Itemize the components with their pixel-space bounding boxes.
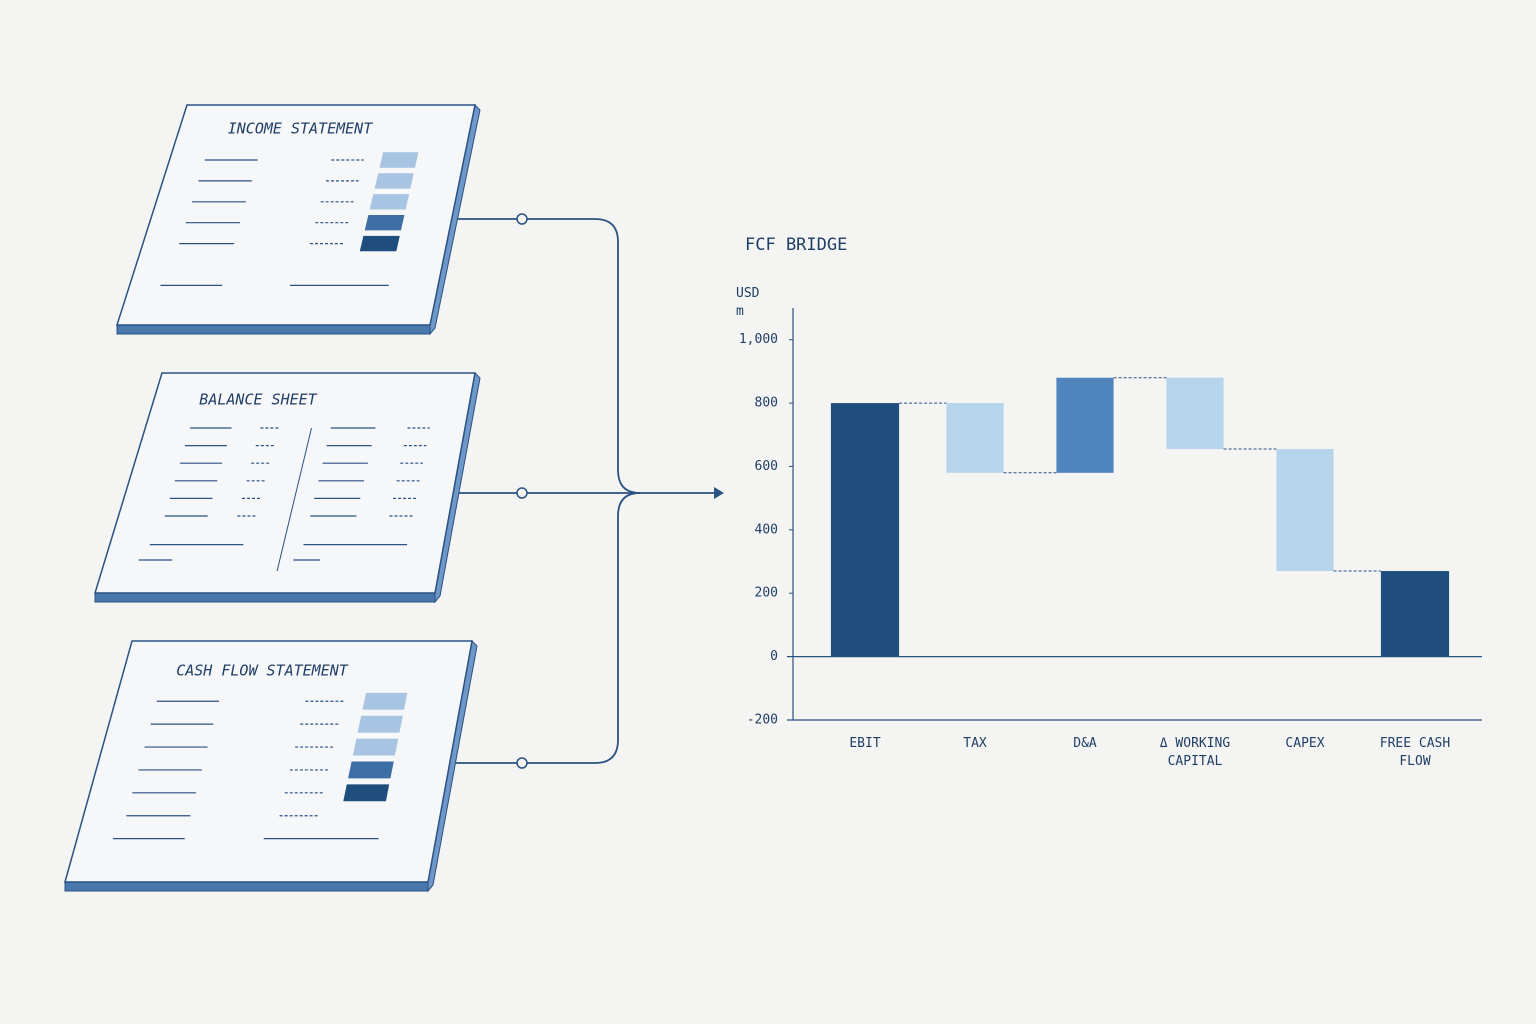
chart-title: FCF BRIDGE: [745, 235, 847, 255]
card-swatch: [374, 173, 414, 189]
y-tick-label: 600: [755, 459, 778, 474]
card-swatch: [348, 761, 394, 779]
bar: [1276, 449, 1334, 572]
card-divider: [276, 427, 313, 572]
connector: [455, 218, 641, 494]
x-tick-label: CAPEX: [1285, 736, 1325, 751]
node: [516, 213, 528, 225]
bar: [1166, 377, 1224, 450]
card-edge: [64, 881, 429, 892]
card-swatch: [357, 715, 403, 733]
card-title: BALANCE SHEET: [199, 391, 317, 409]
x-tick-label: EBIT: [849, 736, 881, 751]
bar: [1380, 571, 1450, 657]
card-edge: [116, 324, 431, 335]
card: [93, 372, 476, 594]
card-swatch: [352, 738, 399, 756]
x-tick-label: FREE CASH FLOW: [1379, 736, 1451, 769]
bar: [1056, 377, 1114, 473]
card-swatch: [343, 784, 390, 802]
x-tick-label: TAX: [963, 736, 987, 751]
y-tick-label: 800: [755, 396, 778, 411]
card-swatch: [379, 152, 419, 168]
y-tick-label: 200: [755, 586, 778, 601]
node: [516, 757, 528, 769]
card-swatch: [369, 194, 410, 210]
card-title: INCOME STATEMENT: [228, 120, 373, 138]
card-edge: [94, 592, 436, 603]
y-tick-label: 1,000: [739, 332, 778, 347]
node: [516, 487, 528, 499]
arrowhead: [714, 487, 724, 499]
bar: [830, 403, 900, 657]
card-swatch: [364, 215, 405, 231]
y-tick-label: -200: [747, 713, 778, 728]
connectors: [455, 218, 714, 764]
x-tick-label: Δ WORKING CAPITAL: [1159, 736, 1231, 769]
card-swatch: [362, 692, 408, 710]
card: [115, 104, 476, 326]
y-tick-label: 0: [770, 649, 778, 664]
card-swatch: [359, 235, 400, 252]
y-axis-label: USD m: [736, 286, 760, 319]
x-tick-label: D&A: [1073, 736, 1097, 751]
bar: [946, 403, 1004, 473]
card-title: CASH FLOW STATEMENT: [176, 662, 349, 680]
connector: [455, 492, 641, 764]
y-tick-label: 400: [755, 522, 778, 537]
